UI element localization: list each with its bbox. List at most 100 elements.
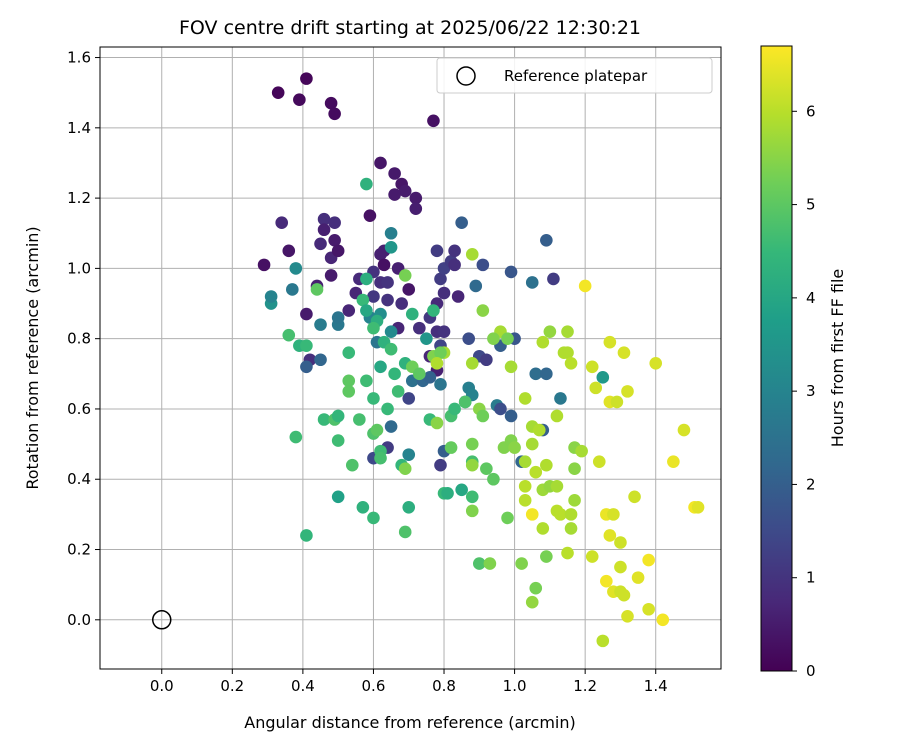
x-tick-label: 1.0 bbox=[503, 677, 527, 695]
y-tick-label: 0.0 bbox=[67, 611, 91, 629]
data-point bbox=[603, 335, 617, 349]
data-point bbox=[342, 374, 356, 388]
data-point bbox=[504, 360, 518, 374]
data-point bbox=[285, 283, 299, 296]
data-point bbox=[360, 272, 373, 286]
data-point bbox=[324, 96, 338, 110]
data-point bbox=[282, 244, 296, 258]
data-point bbox=[515, 557, 528, 570]
data-point bbox=[398, 184, 412, 198]
data-point bbox=[374, 360, 387, 374]
data-point bbox=[585, 550, 599, 563]
data-point bbox=[384, 241, 398, 254]
x-tick-label: 0.6 bbox=[362, 677, 386, 695]
data-point bbox=[631, 571, 645, 584]
data-point bbox=[398, 462, 412, 475]
y-tick-label: 1.6 bbox=[67, 49, 91, 67]
data-point bbox=[381, 293, 394, 307]
data-point bbox=[395, 297, 408, 310]
data-point bbox=[328, 107, 341, 121]
data-point bbox=[370, 423, 384, 437]
data-point bbox=[476, 258, 490, 272]
data-point bbox=[501, 511, 514, 525]
colorbar-tick-label: 4 bbox=[806, 289, 816, 307]
data-point bbox=[289, 430, 303, 444]
colorbar-tick-label: 5 bbox=[806, 196, 816, 214]
data-point bbox=[430, 244, 444, 258]
data-point bbox=[374, 451, 387, 465]
data-point bbox=[621, 609, 634, 623]
data-point bbox=[614, 536, 627, 549]
reference-platepar-marker bbox=[151, 610, 172, 630]
data-point bbox=[331, 434, 345, 447]
colorbar-tick-label: 0 bbox=[806, 662, 816, 680]
data-point bbox=[480, 353, 493, 367]
data-point bbox=[367, 290, 380, 303]
data-point bbox=[427, 304, 440, 317]
data-point bbox=[518, 455, 532, 468]
data-point bbox=[353, 413, 366, 426]
data-point bbox=[621, 385, 634, 398]
data-point bbox=[345, 458, 359, 472]
data-point bbox=[314, 353, 327, 367]
data-point bbox=[377, 258, 391, 272]
data-point bbox=[300, 339, 313, 353]
data-point bbox=[592, 455, 606, 468]
data-point bbox=[529, 367, 543, 381]
data-point bbox=[437, 325, 451, 338]
data-point bbox=[314, 237, 327, 251]
data-point bbox=[540, 233, 553, 247]
data-point bbox=[504, 265, 518, 279]
data-point bbox=[420, 332, 433, 345]
data-point bbox=[264, 290, 278, 303]
data-point bbox=[441, 486, 454, 500]
data-point bbox=[430, 356, 444, 370]
data-point bbox=[434, 272, 447, 286]
y-tick-label: 0.2 bbox=[67, 541, 91, 559]
data-point bbox=[564, 522, 578, 535]
data-point bbox=[649, 356, 663, 370]
data-point bbox=[480, 462, 493, 475]
data-point bbox=[300, 72, 313, 85]
data-point bbox=[677, 423, 691, 437]
data-point bbox=[469, 279, 483, 293]
data-point bbox=[434, 346, 447, 360]
data-point bbox=[367, 321, 380, 335]
data-point bbox=[409, 191, 423, 205]
data-point bbox=[444, 441, 458, 454]
data-point bbox=[607, 508, 620, 521]
data-point bbox=[314, 318, 327, 331]
data-point bbox=[409, 202, 423, 215]
data-point bbox=[465, 490, 479, 504]
data-point bbox=[331, 409, 345, 423]
legend-reference-marker-icon bbox=[456, 66, 476, 86]
data-point bbox=[465, 504, 479, 518]
grid-lines bbox=[100, 47, 721, 669]
data-point bbox=[525, 276, 539, 289]
data-point bbox=[317, 223, 331, 237]
data-point bbox=[540, 458, 553, 472]
data-point bbox=[473, 557, 486, 570]
y-tick-label: 1.4 bbox=[67, 119, 91, 137]
data-point bbox=[381, 276, 394, 289]
data-point bbox=[642, 602, 655, 616]
data-point bbox=[423, 371, 437, 384]
data-point bbox=[487, 472, 500, 486]
data-point bbox=[554, 508, 567, 521]
data-point bbox=[691, 501, 705, 514]
data-point bbox=[656, 613, 670, 627]
y-tick-label: 0.6 bbox=[67, 400, 91, 418]
data-point bbox=[529, 465, 543, 479]
data-point bbox=[405, 307, 419, 321]
chart-title: FOV centre drift starting at 2025/06/22 … bbox=[179, 17, 641, 39]
data-point bbox=[317, 212, 331, 226]
x-tick-label: 1.2 bbox=[573, 677, 597, 695]
data-point bbox=[402, 501, 416, 514]
data-point bbox=[328, 216, 341, 230]
data-point bbox=[518, 392, 532, 405]
data-point bbox=[508, 441, 521, 454]
y-axis-label: Rotation from reference (arcmin) bbox=[23, 226, 42, 489]
data-point bbox=[293, 93, 306, 107]
y-tick-label: 0.4 bbox=[67, 470, 91, 488]
